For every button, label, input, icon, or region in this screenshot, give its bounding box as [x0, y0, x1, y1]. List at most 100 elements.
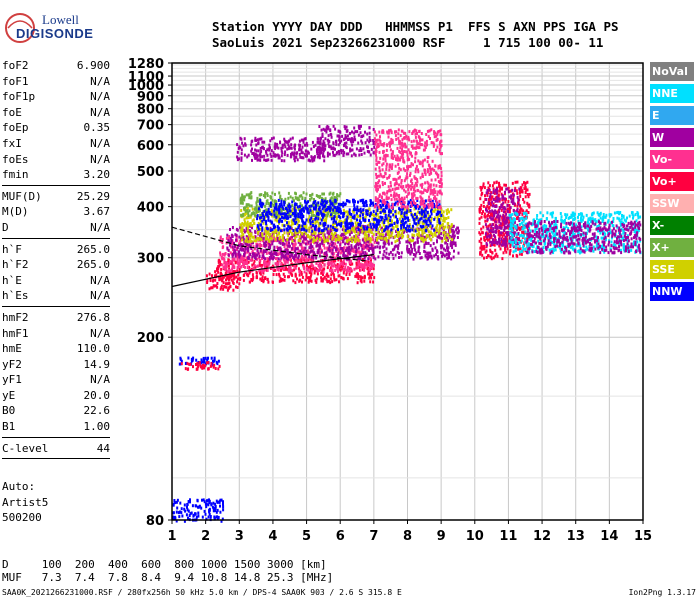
- echo-point: [264, 237, 267, 241]
- echo-point: [508, 224, 511, 228]
- echo-point: [343, 151, 346, 155]
- echo-point: [317, 201, 320, 205]
- echo-point: [339, 235, 342, 239]
- echo-point: [489, 244, 492, 248]
- param-row-fof1: foF1 N/A: [2, 74, 110, 90]
- echo-point: [346, 250, 349, 254]
- echo-point: [438, 142, 441, 146]
- echo-point: [394, 210, 397, 214]
- echo-point: [400, 236, 403, 240]
- echo-point: [281, 151, 284, 155]
- echo-point: [427, 202, 430, 206]
- echo-point: [308, 276, 310, 280]
- echo-point: [330, 214, 333, 218]
- echo-point: [433, 135, 436, 139]
- echo-point: [380, 174, 383, 178]
- echo-point: [400, 152, 403, 156]
- echo-point: [363, 240, 366, 244]
- echo-point: [386, 200, 389, 204]
- echo-point: [270, 154, 273, 158]
- echo-point: [298, 224, 301, 228]
- echo-point: [378, 232, 381, 236]
- echo-point: [346, 256, 349, 260]
- echo-point: [276, 267, 279, 271]
- echo-point: [317, 260, 320, 264]
- echo-point: [382, 208, 385, 212]
- echo-point: [235, 238, 238, 242]
- echo-point: [330, 133, 333, 137]
- echo-point: [250, 232, 253, 236]
- echo-point: [398, 217, 401, 221]
- echo-point: [275, 262, 278, 266]
- echo-point: [353, 226, 356, 230]
- echo-point: [375, 149, 378, 153]
- echo-point: [426, 204, 429, 208]
- echo-point: [282, 239, 285, 242]
- echo-point: [393, 191, 396, 195]
- echo-point: [362, 198, 365, 202]
- echo-point: [407, 235, 410, 239]
- echo-point: [323, 267, 326, 271]
- echo-point: [434, 164, 437, 168]
- echo-point: [272, 204, 275, 207]
- param-label: yF2: [2, 357, 22, 371]
- echo-point: [334, 231, 336, 235]
- echo-point: [307, 267, 310, 271]
- echo-point: [322, 229, 325, 233]
- echo-point: [269, 196, 272, 200]
- echo-point: [295, 196, 298, 200]
- echo-point: [392, 236, 395, 240]
- echo-point: [319, 264, 322, 268]
- echo-point: [400, 179, 403, 182]
- echo-point: [250, 234, 253, 238]
- echo-point: [356, 258, 359, 261]
- param-value: 110.0: [76, 342, 110, 356]
- echo-point: [283, 278, 286, 282]
- echo-point: [217, 267, 220, 271]
- echo-point: [264, 276, 267, 280]
- echo-point: [451, 229, 454, 232]
- echo-point: [280, 159, 283, 163]
- param-row-hmf2: hmF2 276.8: [2, 310, 110, 326]
- echo-point: [295, 212, 298, 216]
- echo-point: [409, 205, 412, 208]
- echo-point: [440, 178, 443, 182]
- echo-point: [428, 184, 431, 188]
- echo-point: [436, 256, 439, 260]
- echo-point: [411, 196, 414, 200]
- echo-point: [254, 252, 257, 256]
- echo-point: [263, 259, 266, 263]
- echo-point: [500, 208, 503, 212]
- echo-point: [401, 224, 404, 228]
- echo-point: [411, 131, 414, 135]
- echo-point: [417, 246, 420, 250]
- echo-point: [320, 232, 322, 236]
- echo-point: [394, 201, 397, 205]
- echo-point: [433, 191, 436, 195]
- echo-point: [308, 246, 311, 250]
- echo-point: [399, 197, 401, 201]
- echo-point: [426, 252, 429, 255]
- echo-point: [453, 234, 456, 238]
- echo-point: [302, 264, 305, 268]
- param-separator: [2, 436, 110, 438]
- echo-point: [521, 230, 524, 234]
- echo-point: [337, 208, 340, 212]
- echo-point: [373, 142, 376, 146]
- echo-point: [369, 222, 372, 226]
- echo-point: [295, 231, 298, 235]
- echo-point: [296, 246, 299, 250]
- echo-point: [297, 261, 300, 265]
- echo-point: [216, 266, 219, 270]
- echo-point: [333, 216, 335, 220]
- echo-point: [446, 246, 448, 250]
- echo-point: [254, 265, 257, 269]
- echo-point: [255, 253, 258, 257]
- echo-point: [286, 147, 289, 151]
- echo-point: [305, 229, 308, 233]
- echo-point: [318, 266, 321, 270]
- echo-point: [343, 229, 346, 233]
- echo-point: [413, 218, 416, 222]
- echo-point: [248, 233, 250, 237]
- echo-point: [355, 250, 358, 254]
